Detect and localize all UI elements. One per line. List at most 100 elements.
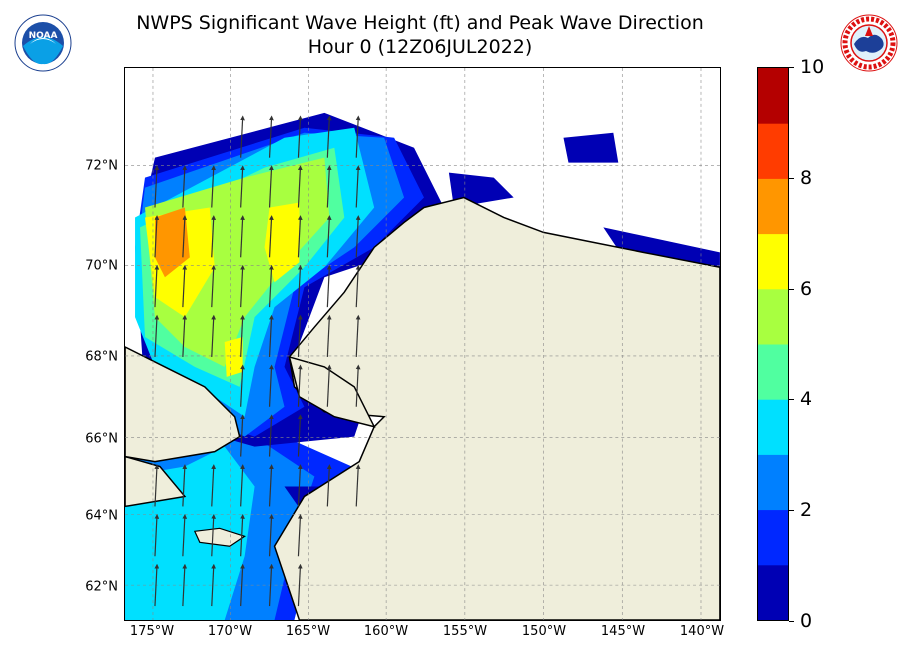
wave-direction-arrow [154,215,160,258]
colorbar-tick [789,510,794,511]
wave-direction-arrow [268,414,274,457]
colorbar-segment [758,454,788,511]
wave-direction-arrow [326,215,332,258]
wave-direction-arrow [182,165,188,208]
wave-direction-arrow [326,314,332,357]
wave-direction-arrow [297,215,303,258]
wave-direction-arrow [355,364,361,407]
wave-direction-arrow [355,314,361,357]
colorbar-tick [789,178,794,179]
wave-direction-arrow [297,115,303,158]
lon-label-155: 155°W [442,624,488,639]
lat-label-66: 66°N [85,431,118,447]
wave-direction-arrow [154,165,160,208]
wave-direction-arrow [326,115,332,158]
nws-logo-icon [840,14,898,72]
wave-direction-arrow [355,215,361,258]
wave-direction-arrow [268,264,274,308]
colorbar-label-2: 2 [800,499,813,521]
colorbar-label-8: 8 [800,167,813,189]
wave-direction-arrow [297,464,303,507]
colorbar-label-0: 0 [800,610,813,632]
wave-contour-orange [154,207,190,278]
noaa-logo-text: NOAA [29,31,58,41]
colorbar-label-10: 10 [800,56,825,78]
wave-direction-arrow [355,165,361,208]
colorbar-tick [789,621,794,622]
wave-direction-arrow [211,215,217,258]
colorbar-label-6: 6 [800,278,813,300]
colorbar [757,67,789,621]
lat-label-70: 70°N [85,258,118,274]
chart-title: NWPS Significant Wave Height (ft) and Pe… [136,12,704,34]
wave-direction-arrow [297,364,303,407]
wave-contour-yellow-center [224,337,243,377]
wave-direction-arrow [297,314,303,357]
wave-direction-arrow [154,563,160,607]
wave-direction-arrow [268,364,274,407]
lon-label-160: 160°W [363,624,409,639]
wave-direction-arrow [326,464,332,507]
lon-label-150: 150°W [521,624,567,639]
wave-direction-arrow [268,513,274,557]
wave-direction-arrow [182,513,188,557]
wave-direction-arrow [240,563,245,607]
wave-direction-arrow [240,314,245,357]
wave-contour-yellow-east [264,202,300,283]
wave-direction-arrow [297,165,303,208]
wave-direction-arrow [268,314,274,357]
wave-direction-arrow [240,513,245,557]
lat-label-72: 72°N [85,158,118,174]
wave-direction-arrow [240,165,245,208]
lon-label-145: 145°W [600,624,646,639]
wave-direction-arrow [297,414,303,457]
wave-direction-arrow [240,414,245,457]
colorbar-segment [758,68,788,124]
colorbar-tick [789,289,794,290]
wave-direction-arrow [240,215,245,258]
wave-direction-arrow [182,464,188,507]
colorbar-label-4: 4 [800,388,813,410]
wave-direction-arrow [240,364,245,407]
lon-label-165: 165°W [285,624,331,639]
lon-label-140: 140°W [679,624,725,639]
colorbar-segment [758,509,788,566]
wave-direction-arrow [326,364,332,407]
wave-direction-arrow [211,513,217,557]
siberia-land-2 [125,455,187,508]
wave-direction-arrow [211,314,217,357]
wave-direction-arrow [297,563,303,607]
wave-direction-arrow [154,464,160,507]
noaa-logo-icon: NOAA [14,14,72,72]
wave-direction-arrow [326,165,332,208]
wave-direction-arrow [211,165,217,208]
wave-direction-arrow [211,264,217,308]
colorbar-segment [758,123,788,179]
lon-label-170: 170°W [207,624,253,639]
colorbar-segment [758,564,788,620]
wave-direction-arrow [154,513,160,557]
wave-direction-arrow [268,563,274,607]
colorbar-segment [758,178,788,235]
chart-subtitle: Hour 0 (12Z06JUL2022) [307,36,533,58]
wave-direction-arrow [182,314,188,357]
wave-direction-arrow [211,563,217,607]
wave-direction-arrow [355,115,361,158]
colorbar-segment [758,344,788,400]
wave-direction-arrow [240,464,245,507]
wave-direction-arrow [268,464,274,507]
lat-label-68: 68°N [85,349,118,365]
chukotka-land [125,346,241,463]
wave-direction-arrow [355,464,361,507]
wave-direction-arrow [240,115,245,158]
st-lawrence-island [193,527,247,547]
wave-direction-arrow [211,464,217,507]
wave-direction-arrow [268,215,274,258]
colorbar-segment [758,288,788,345]
colorbar-segment [758,233,788,290]
wave-height-map [124,67,721,621]
wave-direction-arrow [297,513,303,557]
map-gridlines [125,68,720,620]
wave-direction-arrow [154,264,160,308]
lon-label-175: 175°W [129,624,175,639]
